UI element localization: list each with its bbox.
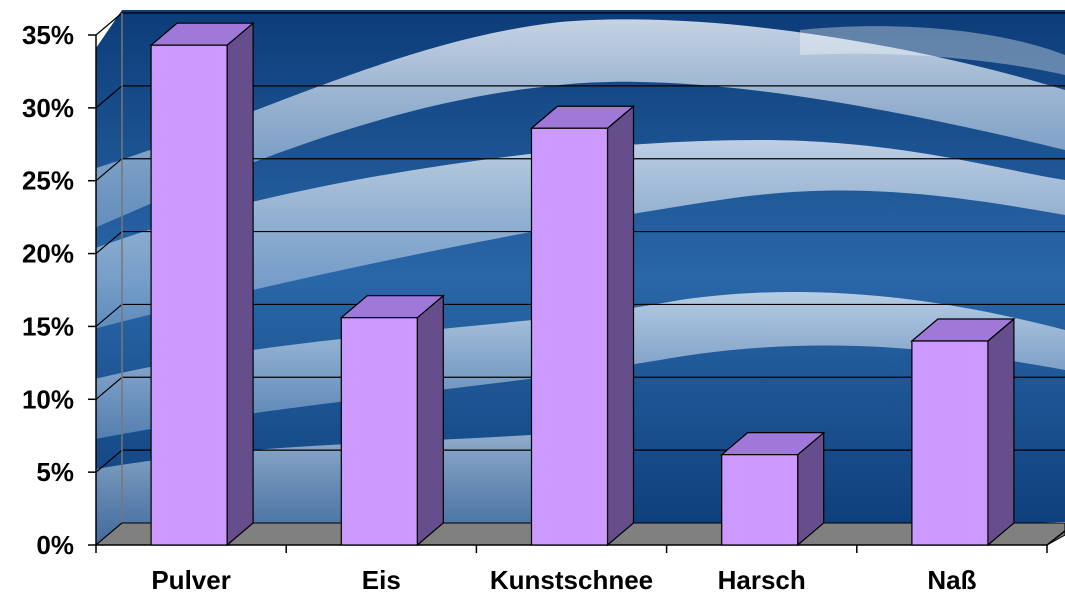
bar-side	[226, 21, 254, 547]
bar-side	[606, 104, 635, 547]
floor-edge	[1046, 530, 1065, 546]
x-category-label: Harsch	[718, 565, 806, 595]
bar-kunstschnee	[529, 104, 636, 547]
y-tick-label: 25%	[22, 166, 74, 196]
bar-side	[987, 317, 1015, 547]
y-tick-label: 0%	[36, 530, 74, 560]
bars	[149, 21, 1016, 547]
bar-eis	[339, 294, 445, 547]
x-category-label: Naß	[927, 565, 976, 595]
bar-front	[340, 317, 418, 546]
gridline-depth	[95, 231, 123, 255]
gridline-depth	[95, 12, 123, 36]
bar-front	[721, 454, 799, 546]
gridline-depth	[95, 85, 123, 109]
y-tick-label: 20%	[22, 239, 74, 269]
bar-side	[416, 294, 444, 547]
bar-harsch	[720, 431, 826, 547]
y-tick-label: 15%	[22, 311, 74, 341]
x-category-label: Pulver	[151, 565, 231, 595]
y-tick-label: 5%	[36, 457, 74, 487]
y-tick-label: 35%	[22, 20, 74, 50]
bar-pulver	[149, 21, 255, 547]
y-tick-label: 30%	[22, 93, 74, 123]
x-category-label: Eis	[362, 565, 401, 595]
y-tick-labels: 0% 5% 10% 15% 20% 25% 30% 35%	[22, 20, 74, 560]
bar-front	[530, 127, 609, 546]
gridline-depth	[95, 449, 123, 473]
x-category-label: Kunstschnee	[490, 565, 653, 595]
gridline-depth	[95, 158, 123, 182]
gridline-depth	[95, 376, 123, 400]
y-tick-label: 10%	[22, 384, 74, 414]
bar-front	[911, 340, 989, 546]
bar-front	[150, 44, 228, 546]
x-category-labels: Pulver Eis Kunstschnee Harsch Naß	[151, 565, 976, 595]
gridline-depth	[95, 303, 123, 327]
bar-naß	[910, 317, 1016, 547]
